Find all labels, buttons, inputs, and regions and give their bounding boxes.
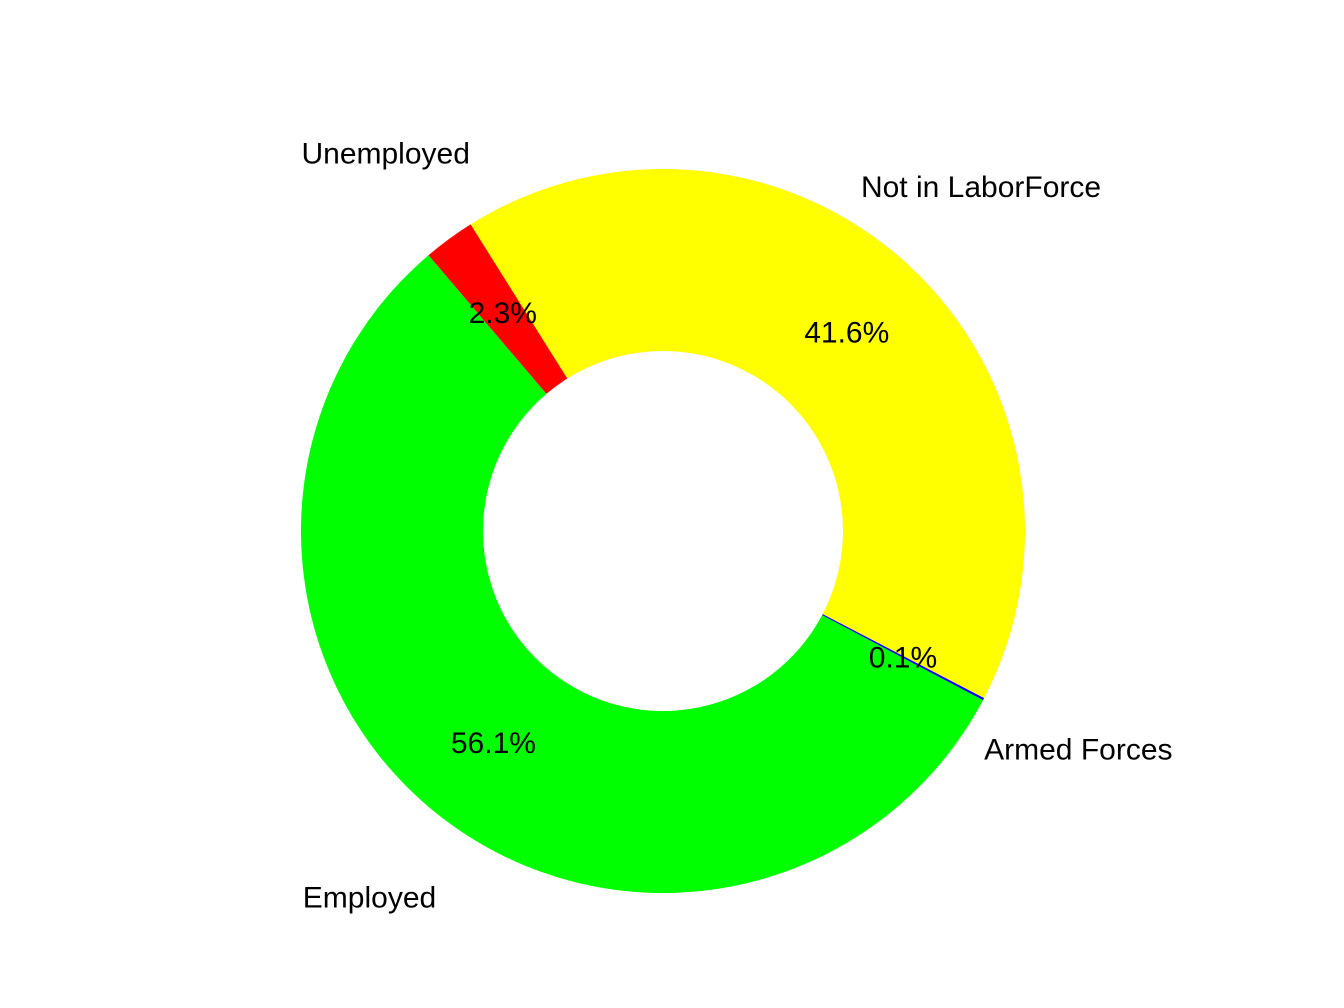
pie-slice-unemployed — [428, 224, 568, 394]
slice-category-label-not-in-laborforce: Not in LaborForce — [861, 171, 1101, 204]
slice-category-label-armed-forces: Armed Forces — [984, 733, 1172, 766]
pie-slice-employed — [300, 255, 984, 894]
slice-category-label-unemployed: Unemployed — [301, 137, 469, 170]
slice-percent-label-armed-forces: 0.1% — [869, 641, 937, 674]
slice-percent-label-not-in-laborforce: 41.6% — [804, 316, 889, 349]
slice-percent-label-employed: 56.1% — [451, 727, 536, 760]
slice-percent-label-unemployed: 2.3% — [469, 297, 537, 330]
slice-category-label-employed: Employed — [303, 881, 436, 914]
pie-slice-armed-forces — [822, 614, 985, 701]
pie-slice-not-in-laborforce — [470, 169, 1025, 699]
